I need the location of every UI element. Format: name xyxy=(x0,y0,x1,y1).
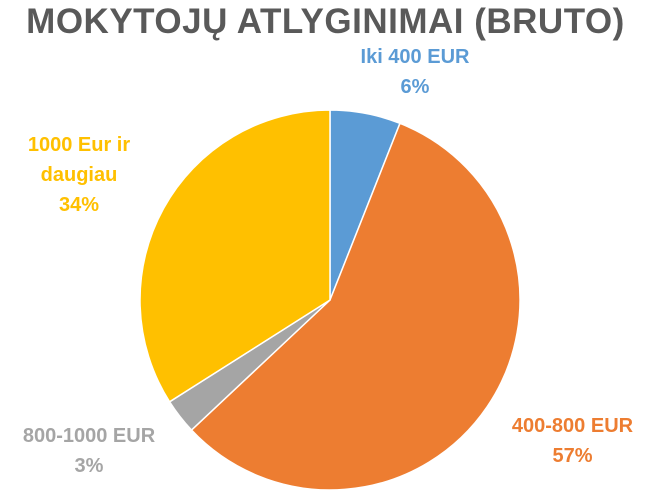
data-label: Iki 400 EUR 6% xyxy=(340,42,490,102)
pie-slice xyxy=(139,109,331,403)
percent-label: 57% xyxy=(552,445,593,467)
category-label: 800-1000 EUR xyxy=(22,425,156,447)
data-label: 400-800 EUR 57% xyxy=(490,411,651,471)
data-label: 800-1000 EUR 3% xyxy=(0,421,178,481)
chart-title: MOKYTOJŲ ATLYGINIMAI (BRUTO) xyxy=(26,2,625,41)
category-label: 1000 Eur ir daugiau xyxy=(27,134,131,186)
data-label: 1000 Eur ir daugiau 34% xyxy=(14,130,144,220)
percent-label: 34% xyxy=(58,194,100,216)
percent-label: 3% xyxy=(74,455,104,477)
category-label: 400-800 EUR xyxy=(511,415,634,437)
category-label: Iki 400 EUR xyxy=(360,46,470,68)
pie-slice xyxy=(190,122,521,491)
percent-label: 6% xyxy=(400,76,430,98)
